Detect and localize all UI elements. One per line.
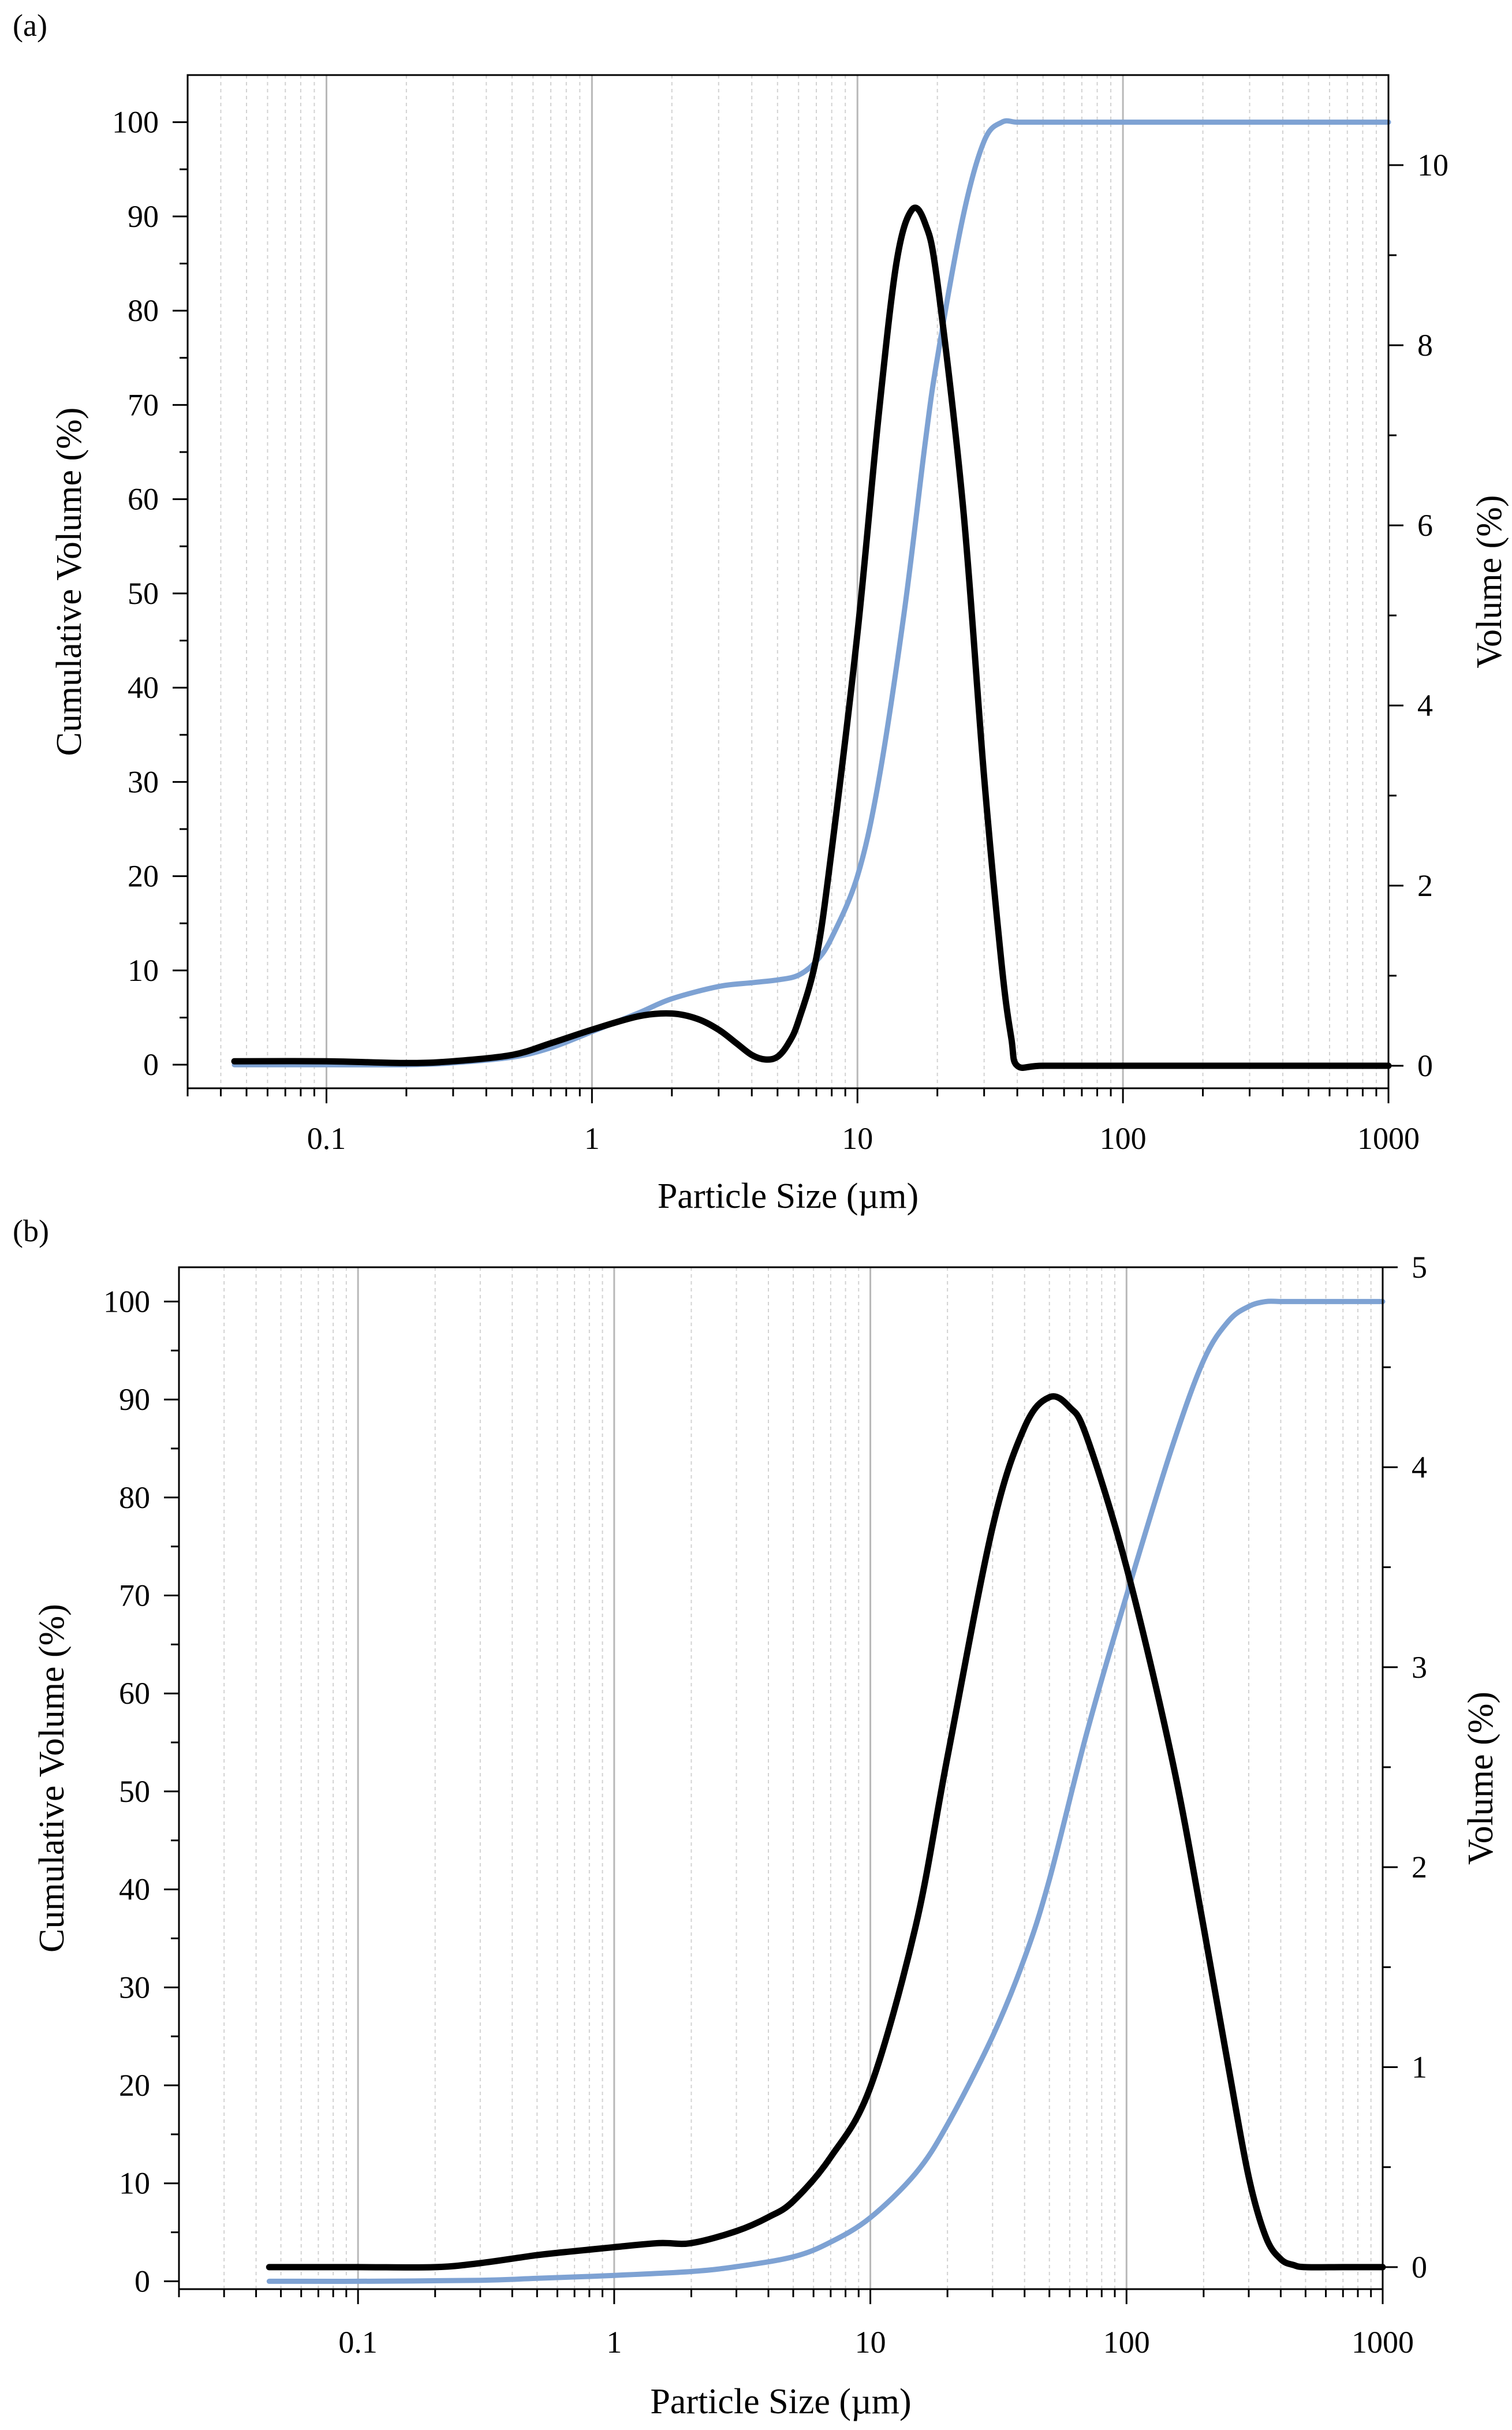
right-y-tick-label: 0 xyxy=(1417,1048,1433,1083)
right-y-axis-title-a: Volume (%) xyxy=(1470,495,1509,668)
left-y-tick-label: 100 xyxy=(103,1284,150,1319)
x-tick-label: 10 xyxy=(842,1121,873,1156)
left-y-tick-label: 40 xyxy=(119,1872,150,1907)
x-tick-label: 0.1 xyxy=(307,1121,346,1156)
right-y-tick-label: 1 xyxy=(1412,2050,1427,2085)
left-y-axis-title-a: Cumulative Volume (%) xyxy=(50,408,89,756)
left-y-tick-label: 60 xyxy=(128,482,159,517)
right-y-tick-label: 2 xyxy=(1412,1850,1427,1884)
left-y-tick-label: 50 xyxy=(128,576,159,611)
plot-frame-b xyxy=(178,1266,1384,2290)
x-axis-title-b: Particle Size (µm) xyxy=(650,2382,911,2421)
right-y-tick-label: 8 xyxy=(1417,328,1433,363)
left-y-tick-label: 20 xyxy=(119,2068,150,2103)
right-y-axis-title-b: Volume (%) xyxy=(1461,1692,1500,1865)
left-y-tick-label: 90 xyxy=(119,1382,150,1417)
volume-series-line xyxy=(266,1393,1386,2271)
right-y-tick-label: 0 xyxy=(1412,2250,1427,2285)
x-tick-label: 100 xyxy=(1100,1121,1147,1156)
chart-panel-b: (b) 0.1 1 10 100 1000 0102030405060708090100… xyxy=(13,1214,1500,2421)
left-y-axis-title-b: Cumulative Volume (%) xyxy=(32,1604,72,1953)
x-tick-label: 1000 xyxy=(1357,1121,1420,1156)
right-y-tick-label: 3 xyxy=(1412,1650,1427,1685)
left-y-tick-label: 10 xyxy=(119,2166,150,2201)
right-y-tick-label: 2 xyxy=(1417,868,1433,903)
left-y-tick-label: 70 xyxy=(119,1578,150,1613)
left-y-tick-label: 80 xyxy=(119,1480,150,1515)
left-y-tick-label: 10 xyxy=(128,953,159,988)
x-tick-label: 0.1 xyxy=(338,2325,378,2360)
series-group-b xyxy=(266,1298,1386,2285)
right-y-tick-label: 6 xyxy=(1417,508,1433,543)
series-group-a xyxy=(231,118,1392,1071)
panel-label-b: (b) xyxy=(13,1214,49,1248)
left-y-tick-label: 40 xyxy=(128,670,159,705)
volume-series-line xyxy=(231,204,1392,1071)
x-tick-label: 1000 xyxy=(1352,2325,1414,2360)
cumulative-volume-series-line xyxy=(266,1298,1386,2285)
chart-panel-a: (a) 0.1 1 10 100 1000 0102030405060708090100… xyxy=(13,8,1509,1216)
left-y-tick-label: 30 xyxy=(128,764,159,799)
left-y-tick-label: 20 xyxy=(128,859,159,894)
vertical-gridlines-b xyxy=(223,1267,1372,2289)
left-y-tick-label: 0 xyxy=(143,1047,159,1082)
x-ticks-a: 0.1 1 10 100 1000 xyxy=(186,1088,1420,1156)
plot-frame-a xyxy=(186,74,1390,1089)
left-y-tick-label: 50 xyxy=(119,1774,150,1809)
panel-label-a: (a) xyxy=(13,8,47,43)
right-y-tick-label: 4 xyxy=(1417,688,1433,723)
left-y-ticks-a: 0 10 20 30 40 50 60 70 80 90 100 xyxy=(112,105,188,1082)
right-y-tick-label: 4 xyxy=(1412,1450,1427,1484)
x-tick-label: 1 xyxy=(584,1121,600,1156)
x-tick-label: 10 xyxy=(855,2325,886,2360)
left-y-tick-label: 100 xyxy=(112,105,159,140)
right-y-tick-label: 5 xyxy=(1412,1250,1427,1285)
x-axis-title-a: Particle Size (µm) xyxy=(658,1177,919,1216)
right-y-ticks-b: 0 1 2 3 4 5 xyxy=(1383,1250,1427,2285)
left-y-tick-label: 60 xyxy=(119,1676,150,1711)
left-y-tick-label: 0 xyxy=(135,2264,150,2298)
right-y-ticks-a: 0 2 4 6 8 10 xyxy=(1388,148,1448,1083)
left-y-tick-label: 70 xyxy=(128,387,159,422)
left-y-ticks-b: 0 10 20 30 40 50 60 70 80 90 100 xyxy=(103,1284,179,2298)
left-y-tick-label: 90 xyxy=(128,199,159,234)
vertical-gridlines-a xyxy=(220,75,1377,1088)
right-y-tick-label: 10 xyxy=(1417,148,1448,182)
x-tick-label: 100 xyxy=(1103,2325,1150,2360)
left-y-tick-label: 30 xyxy=(119,1970,150,2005)
x-tick-label: 1 xyxy=(606,2325,622,2360)
x-ticks-b: 0.1 1 10 100 1000 xyxy=(178,2289,1414,2360)
left-y-tick-label: 80 xyxy=(128,293,159,328)
